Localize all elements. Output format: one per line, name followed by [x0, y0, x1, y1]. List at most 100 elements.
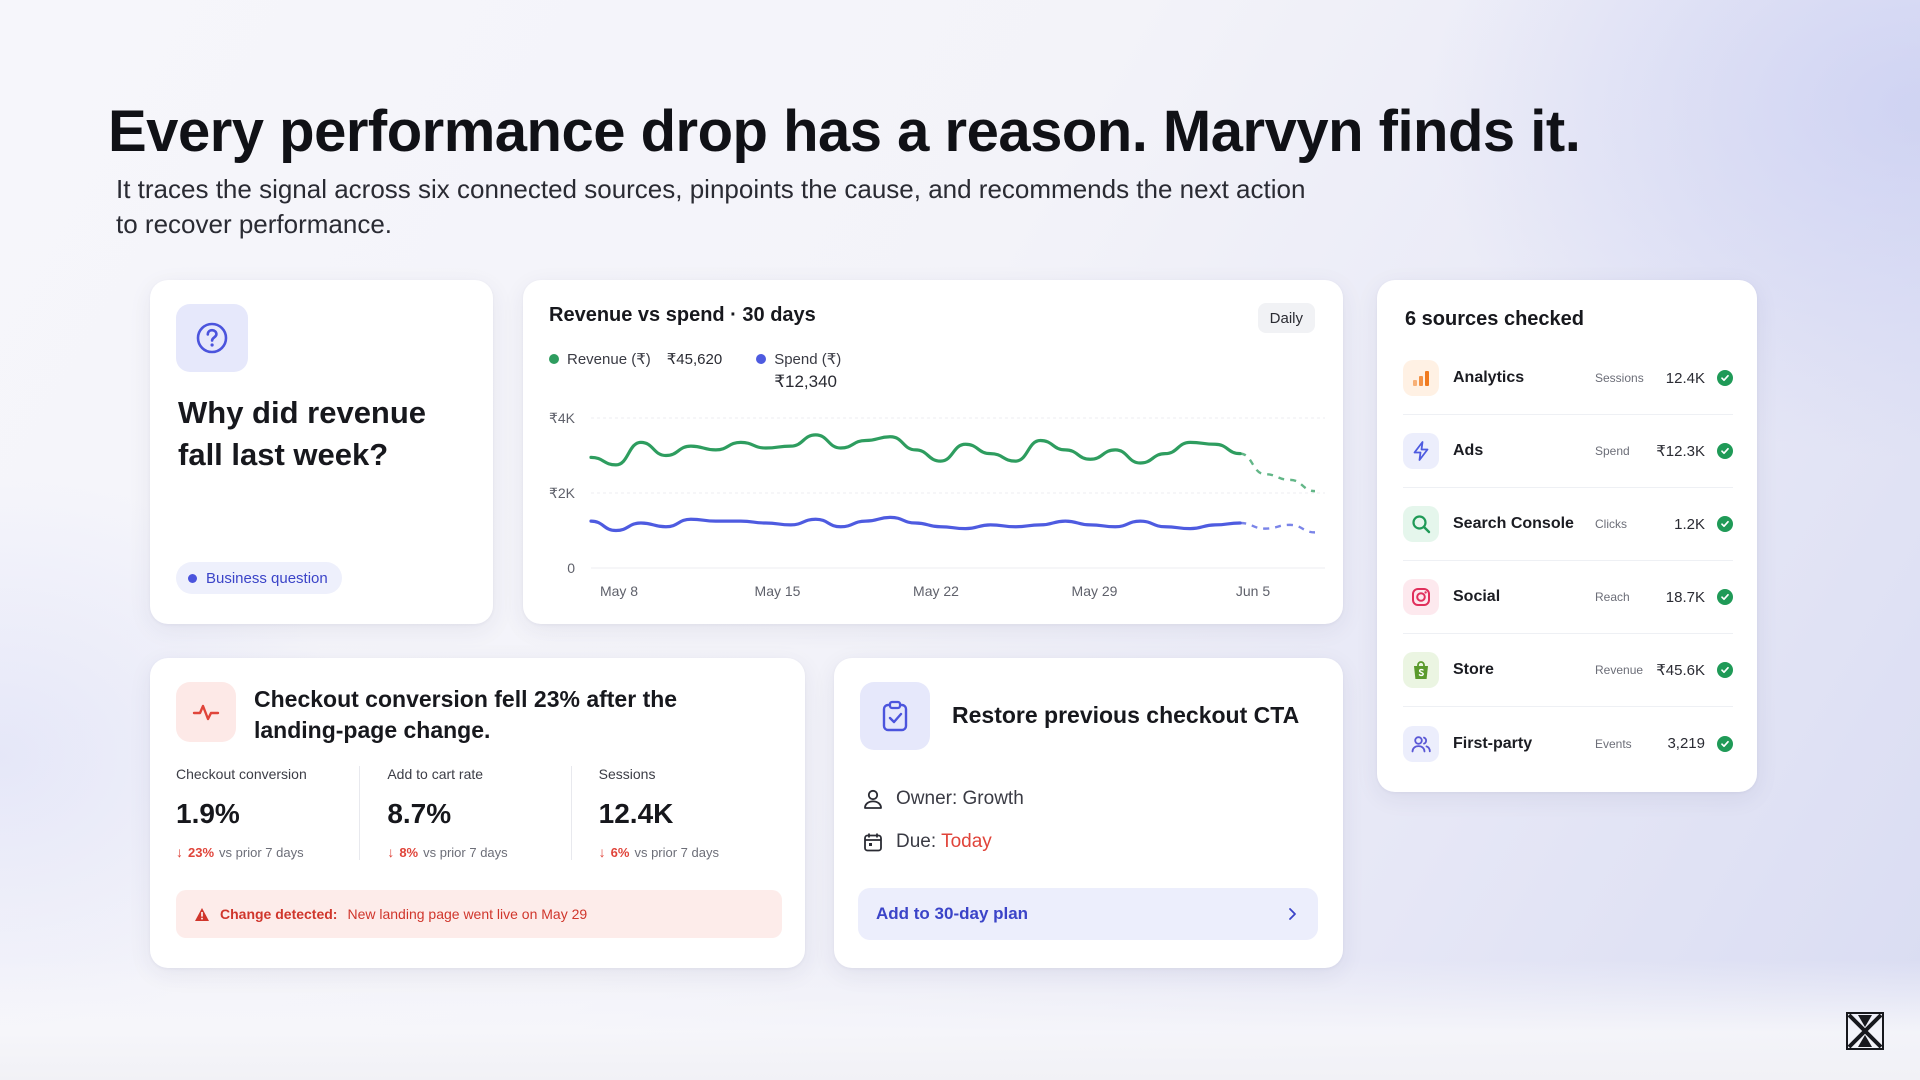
brand-logo-icon [1846, 1012, 1884, 1050]
source-metric-value: 3,219 [1667, 735, 1705, 752]
legend-revenue-label: Revenue (₹) [567, 351, 651, 368]
check-circle-icon [1717, 370, 1733, 386]
period-selector-button[interactable]: Daily [1257, 303, 1315, 333]
source-row-store: Store Revenue ₹45.6K [1403, 634, 1733, 707]
chart-title: Revenue vs spend · 30 days [549, 304, 816, 326]
source-metric-value: 18.7K [1665, 588, 1705, 606]
question-circle-icon [176, 304, 248, 372]
source-metric-value: 12.4K [1665, 369, 1705, 387]
metric-value: 12.4K [598, 798, 674, 829]
question-text: Why did revenue fall last week? [178, 395, 427, 472]
badge-label: Business question [206, 569, 328, 587]
alert-text: New landing page went live on May 29 [347, 906, 588, 922]
series-line-spend [589, 515, 1242, 533]
y-tick-label: 0 [567, 560, 575, 576]
users-icon [1403, 725, 1439, 762]
legend-spend-label: Spend (₹) [774, 351, 842, 368]
x-tick-label: May 8 [600, 583, 638, 599]
owner-text: Owner: Growth [896, 788, 1024, 809]
change-detected-alert: Change detected: New landing page went l… [176, 890, 782, 938]
series-line-revenue [589, 433, 1242, 467]
source-name: Analytics [1453, 369, 1525, 386]
add-to-plan-button[interactable]: Add to 30-day plan [858, 888, 1318, 940]
check-circle-icon [1717, 662, 1733, 678]
x-tick-label: May 15 [755, 583, 801, 599]
metric-change-percent: 8% [399, 844, 419, 860]
calendar-icon [864, 833, 882, 852]
metric-comparison: vs prior 7 days [634, 844, 719, 860]
sources-title: 6 sources checked [1405, 308, 1584, 330]
legend-revenue-dot [549, 354, 559, 364]
metric-sessions: Sessions 12.4K ↓ 6% vs prior 7 days [570, 766, 782, 860]
source-row-ads: Ads Spend ₹12.3K [1403, 415, 1733, 488]
source-metric-label: Spend [1595, 444, 1630, 458]
user-icon [864, 789, 882, 809]
series-projection-revenue [1239, 452, 1316, 493]
warning-icon [195, 907, 209, 921]
revenue-spend-chart-card: Revenue vs spend · 30 days Daily Revenue… [523, 280, 1343, 624]
source-name: Ads [1453, 442, 1484, 459]
metric-change: ↓ 6% vs prior 7 days [599, 844, 766, 860]
legend-revenue: Revenue (₹) ₹45,620 [549, 350, 722, 392]
legend-spend-text: Spend (₹) ₹12,340 [774, 350, 841, 392]
check-circle-icon [1717, 735, 1733, 752]
arrow-down-icon: ↓ [598, 844, 606, 860]
sources-list: Analytics Sessions 12.4K Ads Spend ₹12.3… [1403, 342, 1733, 780]
bar-chart-icon [1403, 360, 1439, 396]
source-name: Store [1453, 661, 1494, 678]
source-metric-label: Events [1595, 736, 1632, 751]
series-projection-spend [1240, 521, 1316, 534]
legend-spend-total: ₹12,340 [774, 372, 837, 391]
source-name: Search Console [1453, 515, 1574, 532]
action-title: Restore previous checkout CTA [952, 702, 1300, 728]
metric-add-to-cart-rate: Add to cart rate 8.7% ↓ 8% vs prior 7 da… [359, 766, 570, 860]
y-tick-label: ₹4K [549, 410, 576, 426]
metric-value: 1.9% [176, 798, 240, 829]
badge-dot [188, 573, 197, 583]
metric-comparison: vs prior 7 days [219, 844, 304, 860]
owner-row: Owner: Growth [862, 788, 1024, 810]
metric-label: Sessions [598, 766, 656, 782]
insight-card: Checkout conversion fell 23% after the l… [150, 658, 805, 968]
metric-checkout-conversion: Checkout conversion 1.9% ↓ 23% vs prior … [176, 766, 359, 860]
legend-revenue-total: ₹45,620 [666, 351, 723, 368]
source-metric-value: ₹12.3K [1656, 443, 1705, 460]
bottom-band [0, 960, 1920, 1080]
metric-label: Add to cart rate [387, 766, 484, 782]
insight-title: Checkout conversion fell 23% after the l… [254, 686, 678, 743]
search-icon [1403, 506, 1439, 542]
source-row-first-party: First-party Events 3,219 [1403, 707, 1733, 780]
y-tick-label: ₹2K [549, 485, 576, 501]
due-value: Today [941, 831, 992, 852]
source-row-social: Social Reach 18.7K [1403, 561, 1733, 634]
due-row: Due: Today [862, 831, 992, 853]
source-row-analytics: Analytics Sessions 12.4K [1403, 342, 1733, 415]
metric-change-percent: 6% [610, 844, 630, 860]
source-metric-label: Sessions [1595, 371, 1644, 385]
source-metric-label: Clicks [1595, 517, 1627, 531]
instagram-icon [1403, 579, 1439, 615]
x-tick-label: May 22 [913, 583, 959, 599]
shopping-bag-icon [1403, 652, 1439, 688]
alert-label: Change detected: [220, 906, 338, 922]
page-title: Every performance drop has a reason. Mar… [108, 99, 1581, 164]
metric-comparison: vs prior 7 days [423, 844, 508, 860]
line-chart: 0 ₹2K ₹4K May 8 May 15 May 22 May 29 Jun 5 [549, 410, 1325, 599]
metrics-row: Checkout conversion 1.9% ↓ 23% vs prior … [176, 766, 782, 860]
metric-label: Checkout conversion [176, 766, 307, 782]
source-row-search-console: Search Console Clicks 1.2K [1403, 488, 1733, 561]
source-metric-label: Reach [1595, 590, 1630, 604]
pulse-icon [176, 682, 236, 742]
source-metric-value: ₹45.6K [1656, 662, 1705, 679]
x-tick-label: Jun 5 [1236, 583, 1270, 599]
page-subtitle: It traces the signal across six connecte… [116, 174, 1306, 239]
metric-change: ↓ 23% vs prior 7 days [176, 844, 343, 860]
source-metric-value: 1.2K [1674, 515, 1705, 533]
check-circle-icon [1717, 516, 1733, 532]
source-metric-label: Revenue [1595, 663, 1644, 677]
arrow-down-icon: ↓ [387, 844, 395, 860]
clipboard-check-icon [860, 682, 930, 750]
metric-change: ↓ 8% vs prior 7 days [387, 844, 554, 860]
lightning-icon [1403, 433, 1439, 469]
action-card: Restore previous checkout CTA Owner: Gro… [834, 658, 1343, 968]
